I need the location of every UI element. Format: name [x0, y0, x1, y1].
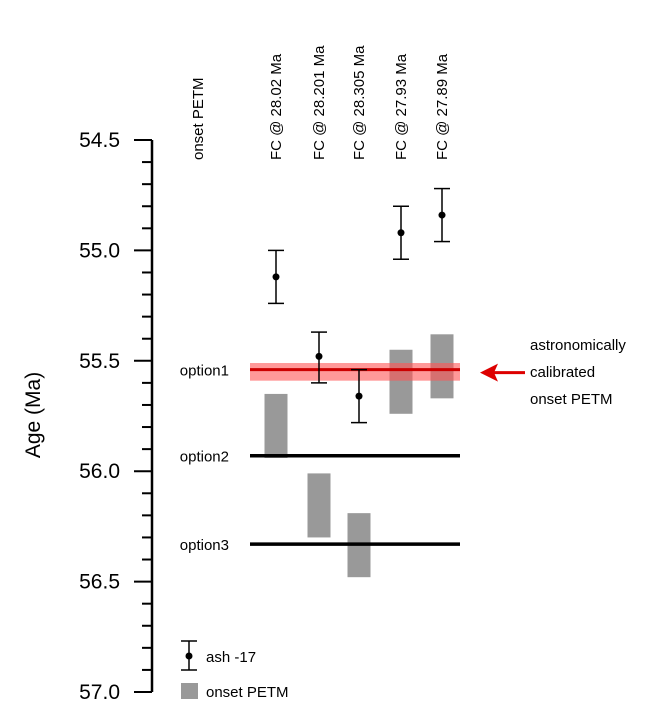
- y-axis-label: Age (Ma): [22, 372, 45, 458]
- ash-point-group: [393, 205, 409, 260]
- ash-points: [268, 187, 450, 424]
- astro-calibrated-band: [250, 363, 460, 381]
- annotation-text: calibrated: [530, 364, 595, 381]
- annotation-text: onset PETM: [530, 391, 613, 408]
- ash-point-group: [311, 331, 327, 384]
- legend-label: onset PETM: [206, 684, 289, 701]
- option-lines: option1 option2 option3: [180, 363, 460, 554]
- ash-point: [315, 352, 323, 360]
- column-header: FC @ 28.201 Ma: [311, 45, 328, 160]
- onset-petm-box: [307, 473, 331, 538]
- legend: ash -17 onset PETM: [181, 640, 289, 701]
- y-axis: 54.5 55.0 55.5 56.0 56.5 57.0: [79, 129, 154, 704]
- y-tick-label: 56.0: [79, 460, 120, 483]
- legend-label: ash -17: [206, 649, 256, 666]
- y-tick-label: 54.5: [79, 129, 120, 152]
- column-header: FC @ 27.93 Ma: [393, 53, 410, 160]
- column-header: onset PETM: [190, 77, 207, 160]
- y-tick-label: 56.5: [79, 571, 120, 594]
- ash-point-group: [268, 249, 284, 305]
- option-label: option1: [180, 363, 229, 380]
- ash-point: [272, 273, 280, 281]
- astro-annotation: astronomically calibrated onset PETM: [480, 337, 626, 408]
- column-header: FC @ 27.89 Ma: [434, 53, 451, 160]
- arrow-head: [480, 363, 498, 382]
- legend-box-marker: [181, 683, 198, 699]
- ash-point: [438, 211, 446, 219]
- onset-petm-box: [389, 349, 413, 414]
- option-label: option2: [180, 449, 229, 466]
- ash-point: [355, 392, 363, 400]
- column-headers: onset PETM FC @ 28.02 Ma FC @ 28.201 Ma FC …: [190, 45, 451, 160]
- column-header: FC @ 28.02 Ma: [268, 53, 285, 160]
- annotation-text: astronomically: [530, 337, 626, 354]
- y-tick-label: 55.5: [79, 350, 120, 373]
- option-label: option3: [180, 537, 229, 554]
- ash-point-group: [351, 368, 367, 424]
- y-tick-label: 57.0: [79, 681, 120, 704]
- y-tick-label: 55.0: [79, 239, 120, 262]
- onset-petm-box: [264, 393, 288, 458]
- column-header: FC @ 28.305 Ma: [351, 45, 368, 160]
- ash-point: [397, 229, 405, 237]
- legend-point-marker: [185, 652, 193, 660]
- ash-point-group: [434, 187, 450, 243]
